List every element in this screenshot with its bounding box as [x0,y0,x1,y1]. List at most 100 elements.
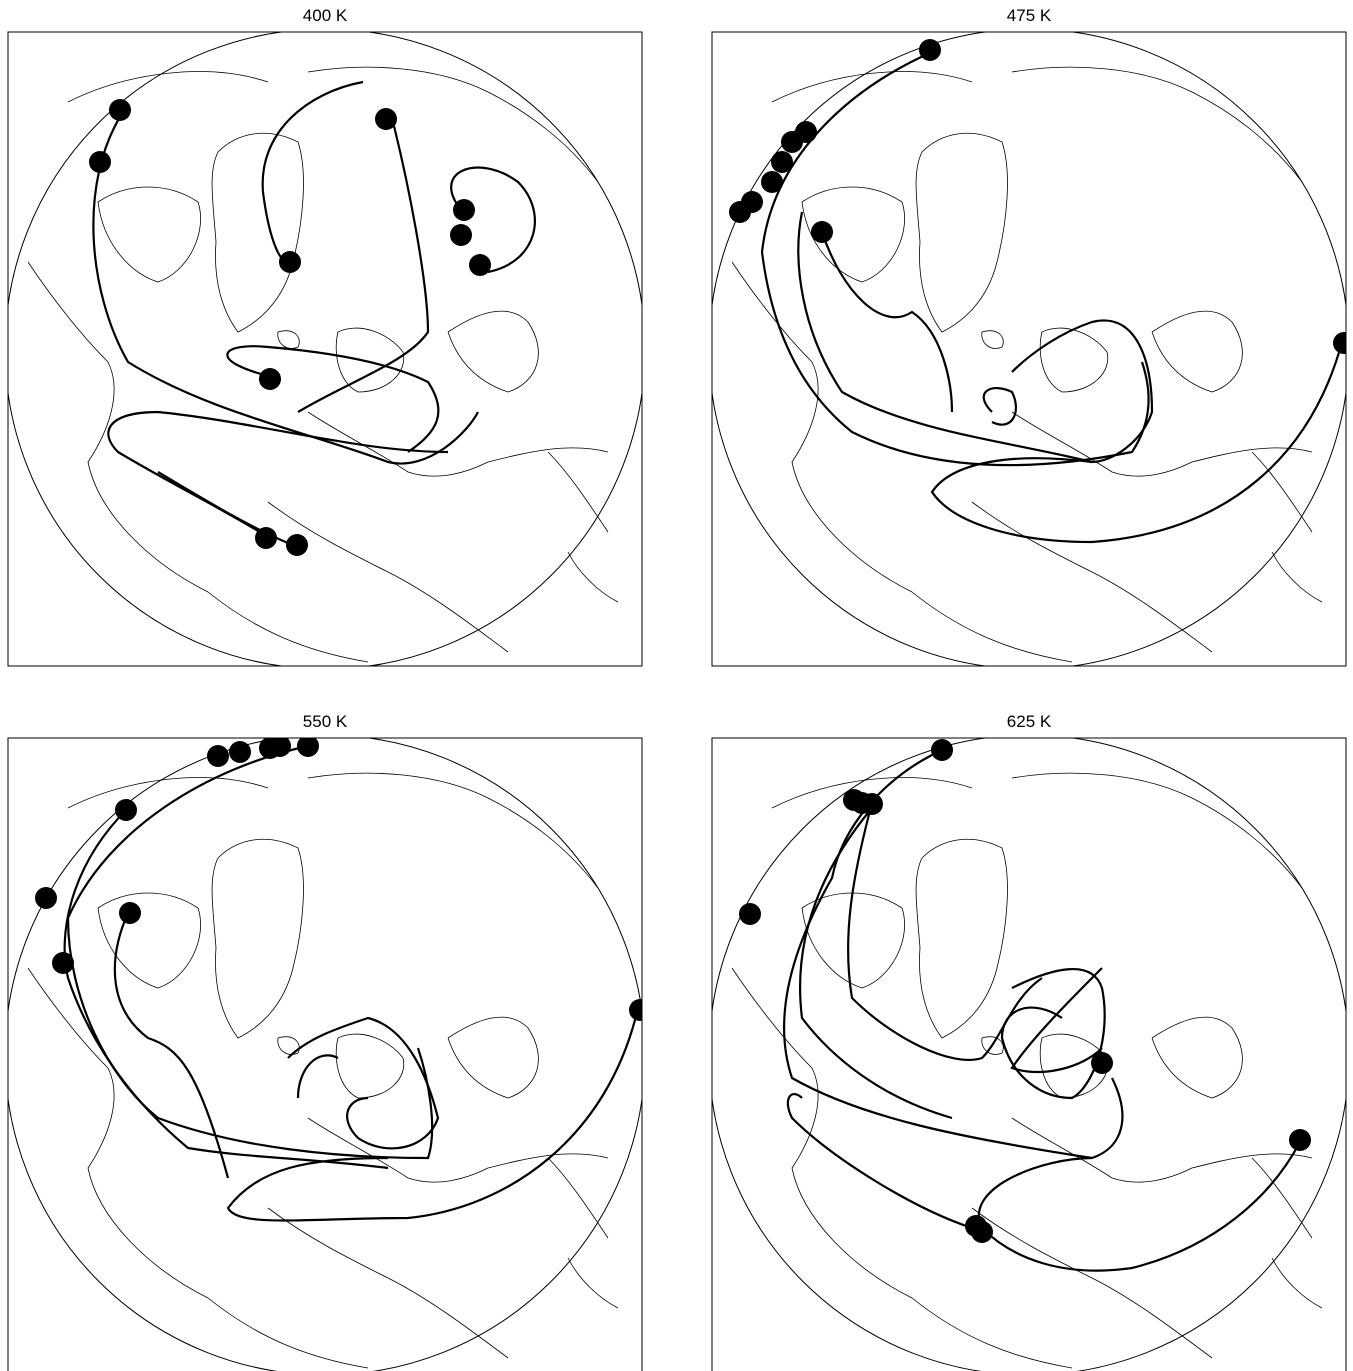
trajectory [92,111,479,465]
trajectory [982,387,1017,426]
coastline [335,1033,405,1099]
globe-outline [712,738,1346,1371]
trajectory [297,121,430,413]
trajectory [798,807,953,1120]
coastline [801,186,905,283]
trajectory-start [1289,1129,1311,1151]
trajectory [261,80,364,264]
map-panel: 400 K [7,6,643,667]
coastline [731,967,1073,1369]
coastline [547,451,619,603]
panel-title: 550 K [303,712,348,731]
coastline [1251,451,1323,603]
trajectory-start [89,151,111,173]
trajectory-start [771,151,793,173]
trajectory-start [843,789,865,811]
coastline [915,838,1008,1039]
coastline [307,1117,609,1183]
trajectory-start [919,39,941,61]
trajectory-start [109,99,131,121]
trajectory [287,1016,440,1150]
coastline [771,66,1303,183]
trajectory [783,749,1124,1160]
panel-frame [7,31,643,667]
coastline [1039,327,1109,393]
trajectory-start [469,254,491,276]
trajectory-start [269,738,291,757]
map-area [712,32,1346,666]
trajectory-start [781,131,803,153]
globe-outline [8,738,642,1371]
trajectory [760,50,1150,467]
coastline [307,411,609,477]
trajectory-start [259,368,281,390]
trajectory-start [729,201,751,223]
coastline [981,1036,1004,1055]
coastline [1151,1016,1243,1099]
trajectory-start [931,739,953,761]
coastline [971,501,1213,653]
trajectory-start [207,745,229,767]
trajectory-start [297,738,319,757]
trajectory-start [35,887,57,909]
panel-frame [7,737,643,1371]
coastline [97,892,201,989]
trajectory-start [811,221,833,243]
trajectory [226,345,440,453]
trajectory-start [453,199,475,221]
trajectory [157,471,299,549]
trajectory [978,1137,1303,1272]
coastline [277,330,300,349]
coastline [267,1207,509,1359]
trajectory-start [279,251,301,273]
trajectory-start [761,171,783,193]
trajectory-start [375,108,397,130]
panel-title: 475 K [1007,6,1052,25]
coastline [267,501,509,653]
trajectory-start [450,224,472,246]
coastline [1251,1157,1323,1309]
coastline [971,1207,1213,1359]
coastline [731,261,1073,663]
coastline [547,1157,619,1309]
trajectory [296,1054,339,1099]
trajectory [226,1007,640,1222]
coastline [211,132,304,333]
coastline [67,772,599,889]
map-panel: 625 K [711,712,1347,1371]
trajectory-start [861,793,883,815]
trajectory [930,341,1344,544]
trajectory [107,410,449,538]
trajectory-start [119,902,141,924]
panel-frame [711,31,1347,667]
map-area [712,738,1346,1371]
coastline [981,330,1004,349]
trajectory [820,231,954,413]
trajectory-start [629,999,642,1021]
coastline [67,66,599,183]
trajectory-start [1333,332,1346,354]
coastline [27,261,369,663]
coastline [447,1016,539,1099]
trajectory-start [52,952,74,974]
trajectory [63,807,389,1170]
panel-title: 625 K [1007,712,1052,731]
coastline [277,1036,300,1055]
trajectory-start [971,1221,993,1243]
coastline [1011,1117,1313,1183]
panel-frame [711,737,1347,1371]
coastline [447,310,539,393]
trajectory [450,166,536,274]
coastline [915,132,1008,333]
trajectory [113,912,230,1179]
trajectory [797,211,1093,464]
trajectory [846,802,1043,1061]
map-area [8,738,642,1371]
globe-outline [8,32,642,666]
map-panel: 475 K [711,6,1347,667]
trajectory [1011,319,1154,464]
coastline [771,772,1303,889]
trajectory-start [255,527,277,549]
trajectory-start [739,903,761,925]
